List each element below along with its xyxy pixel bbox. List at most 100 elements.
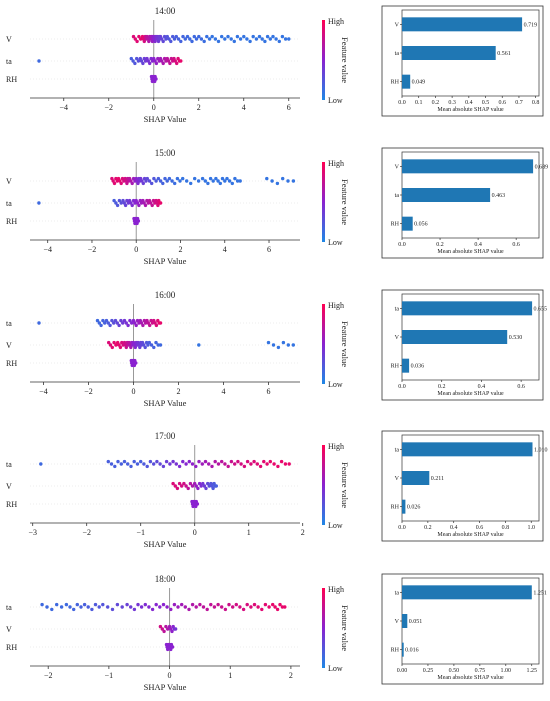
beeswarm-point (137, 203, 141, 208)
beeswarm-point (213, 37, 218, 41)
bar-x-tick-label: 0.4 (474, 242, 482, 248)
bar-value-label: 0.049 (412, 80, 426, 86)
bar-x-tick-label: 0.0 (398, 100, 406, 106)
beeswarm-point (97, 605, 101, 609)
beeswarm-point (72, 607, 76, 612)
beeswarm-x-tick-label: 2 (301, 528, 305, 537)
beeswarm-point (271, 602, 275, 607)
beeswarm-point (195, 502, 200, 506)
beeswarm-point (79, 605, 83, 609)
beeswarm-point (167, 37, 171, 41)
beeswarm-point (148, 323, 152, 328)
beeswarm-point (156, 176, 161, 181)
beeswarm-point (163, 176, 167, 181)
beeswarm-point (223, 37, 227, 41)
beeswarm-point (169, 607, 173, 612)
beeswarm-point (188, 37, 192, 41)
beeswarm-point (197, 459, 201, 464)
bar-x-tick-label: 1.0 (527, 525, 535, 531)
bar-x-tick-label: 0.8 (502, 525, 510, 531)
beeswarm-point (45, 605, 49, 609)
beeswarm-point (254, 37, 259, 41)
bar-category-label: V (395, 335, 400, 341)
bar (402, 442, 533, 457)
beeswarm-point (152, 176, 156, 181)
beeswarm-point (205, 607, 209, 612)
beeswarm-point (39, 462, 43, 466)
beeswarm-point (273, 605, 277, 609)
beeswarm-point (130, 181, 134, 186)
beeswarm-point (267, 605, 271, 609)
beeswarm-point (75, 602, 80, 607)
beeswarm-point (223, 179, 227, 183)
beeswarm-point (199, 37, 204, 41)
colorbar-axis-label: Feature value (340, 37, 350, 83)
beeswarm-point (287, 462, 291, 466)
beeswarm-x-tick-label: −4 (59, 103, 68, 112)
beeswarm-title: 18:00 (155, 574, 176, 584)
beeswarm-point (183, 37, 187, 41)
bar (402, 499, 406, 514)
bar-chart-frame (381, 5, 544, 117)
beeswarm-point (117, 323, 121, 328)
beeswarm-point (168, 462, 172, 466)
beeswarm-point (181, 34, 185, 39)
beeswarm-point (136, 602, 140, 607)
bar (402, 46, 496, 60)
bar (402, 301, 533, 316)
beeswarm-point (137, 34, 141, 39)
beeswarm-point (175, 61, 179, 66)
beeswarm-point (37, 321, 41, 325)
beeswarm-point (121, 321, 125, 325)
beeswarm-point (115, 203, 120, 208)
beeswarm-point (122, 459, 127, 464)
beeswarm-point (234, 602, 238, 607)
bar-value-label: 0.655 (534, 306, 548, 312)
beeswarm-point (158, 201, 163, 205)
beeswarm-x-axis-label: SHAP Value (144, 398, 187, 408)
beeswarm-point (197, 343, 201, 347)
beeswarm-x-tick-label: −2 (84, 387, 93, 396)
bar-x-tick-label: 0.2 (436, 242, 444, 248)
beeswarm-point (154, 323, 159, 328)
beeswarm-point (238, 605, 242, 609)
beeswarm-point (109, 462, 114, 466)
bar-x-tick-label: 0.4 (478, 384, 486, 390)
beeswarm-point (190, 602, 195, 607)
bar-value-label: 0.689 (535, 164, 549, 170)
beeswarm-point (194, 484, 198, 488)
beeswarm-point (147, 605, 151, 609)
bar-x-tick-label: 0.8 (532, 100, 540, 106)
bar-category-label: V (395, 476, 400, 482)
bar (402, 159, 534, 174)
beeswarm-point (162, 629, 166, 634)
beeswarm-point (129, 56, 133, 61)
beeswarm-point (112, 181, 117, 186)
beeswarm-point (160, 627, 164, 631)
bar (402, 358, 410, 373)
beeswarm-point (86, 605, 90, 609)
beeswarm-point (248, 39, 252, 44)
colorbar (322, 162, 325, 242)
beeswarm-point (167, 176, 172, 181)
beeswarm-point (185, 179, 189, 183)
beeswarm-point (134, 361, 138, 365)
bar-value-label: 0.463 (492, 193, 506, 199)
beeswarm-point (134, 323, 138, 328)
beeswarm-point (175, 486, 180, 491)
beeswarm-point (271, 343, 276, 347)
beeswarm-point (208, 176, 213, 181)
beeswarm-point (108, 343, 113, 347)
beeswarm-point (214, 484, 218, 488)
beeswarm-point (130, 203, 134, 208)
beeswarm-point (147, 340, 151, 345)
beeswarm-point (283, 462, 288, 466)
beeswarm-point (136, 181, 140, 186)
beeswarm-point (197, 34, 201, 39)
colorbar (322, 445, 325, 525)
beeswarm-point (252, 459, 256, 464)
beeswarm-point (218, 181, 222, 186)
beeswarm-point (216, 179, 220, 183)
bar-x-axis-label: Mean absolute SHAP value (437, 249, 504, 255)
bar-x-tick-label: 1.00 (501, 668, 512, 674)
